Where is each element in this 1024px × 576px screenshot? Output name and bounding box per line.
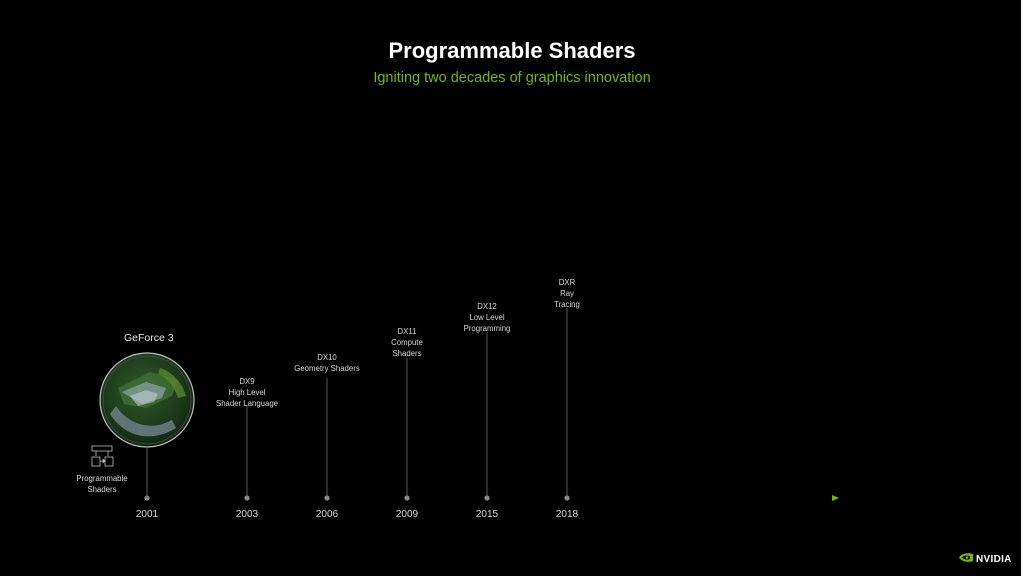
milestone-label-line: Tracing: [554, 300, 580, 309]
milestone-label-line: DXR: [558, 278, 576, 287]
year-label: 2003: [235, 509, 259, 520]
milestone-label-line: DX9: [239, 377, 255, 386]
slide-subtitle: Igniting two decades of graphics innovat…: [373, 70, 651, 86]
milestone-label-2009: DX11 Compute Shaders: [347, 326, 467, 359]
milestone-dot-2015: [484, 495, 490, 501]
year-label: 2015: [475, 509, 499, 520]
year-label: 2018: [555, 509, 579, 520]
slide-title: Programmable Shaders: [388, 38, 636, 63]
milestone-label-2003: DX9 High Level Shader Language: [187, 376, 307, 409]
milestone-label-line: DX12: [477, 302, 497, 311]
milestone-label-line: Programming: [463, 324, 511, 333]
geforce3-chip-image: [99, 352, 195, 448]
slide-edge: [1021, 0, 1024, 576]
milestone-label-line: High Level: [228, 388, 266, 397]
milestone-label-2015: DX12 Low Level Programming: [427, 301, 547, 334]
milestone-label-2018: DXR Ray Tracing: [507, 277, 627, 310]
milestone-label-line: Compute: [391, 338, 423, 347]
feature-line: Programmable: [76, 474, 128, 483]
milestone-dot-2003: [244, 495, 250, 501]
nvidia-eye-icon: [959, 553, 973, 563]
programmable-shaders-icon: [91, 445, 114, 467]
milestone-label-line: Shaders: [392, 349, 422, 358]
milestone-dot-2018: [564, 495, 570, 501]
programmable-shaders-label: Programmable Shaders: [62, 473, 142, 495]
milestone-label-line: DX11: [397, 327, 417, 336]
feature-line: Shaders: [87, 485, 117, 494]
milestone-label-line: Low Level: [469, 313, 505, 322]
year-label: 2006: [315, 509, 339, 520]
milestone-label-2006: DX10 Geometry Shaders: [267, 352, 387, 374]
milestone-label-line: Ray: [560, 289, 574, 298]
year-label: 2001: [135, 509, 159, 520]
milestone-label-line: Geometry Shaders: [294, 364, 360, 373]
brand-name: NVIDIA: [976, 554, 1012, 565]
nvidia-logo: NVIDIA: [958, 549, 1012, 567]
gpu-name-label: GeForce 3: [124, 332, 174, 344]
milestone-dot-2009: [404, 495, 410, 501]
milestone-label-line: Shader Language: [216, 399, 278, 408]
timeline-arrow-icon: [832, 495, 839, 501]
year-label: 2009: [395, 509, 419, 520]
milestone-dot-2006: [324, 495, 330, 501]
milestone-label-line: DX10: [317, 353, 337, 362]
